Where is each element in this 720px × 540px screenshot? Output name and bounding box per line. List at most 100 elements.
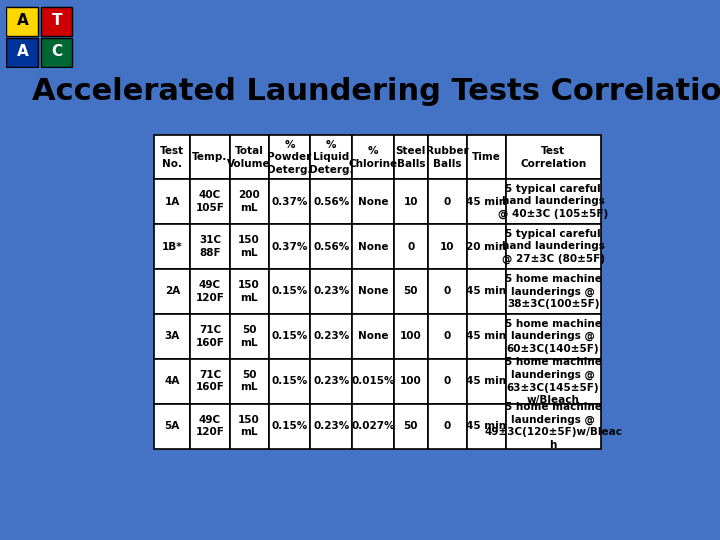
Text: Steel
Balls: Steel Balls (396, 146, 426, 168)
Bar (394, 404, 428, 449)
Text: 45 min: 45 min (466, 332, 506, 341)
Text: 100: 100 (400, 332, 422, 341)
Text: 71C
160F: 71C 160F (196, 325, 225, 348)
Bar (394, 269, 428, 314)
Text: A: A (17, 14, 29, 29)
Bar (269, 404, 310, 449)
Text: 31C
88F: 31C 88F (199, 235, 221, 258)
Bar (505, 269, 600, 314)
Bar (394, 179, 428, 224)
Bar (394, 224, 428, 269)
Text: 1A: 1A (165, 197, 180, 207)
Bar (269, 136, 310, 179)
Text: %
Liquid
Deterg.: % Liquid Deterg. (309, 140, 354, 175)
Bar (310, 136, 352, 179)
Bar (6, 7, 38, 36)
Text: 0.15%: 0.15% (271, 421, 307, 431)
Text: Temp.: Temp. (192, 152, 228, 163)
Bar (428, 404, 467, 449)
Bar (154, 179, 190, 224)
Text: 0.15%: 0.15% (271, 286, 307, 296)
Text: 50
mL: 50 mL (240, 370, 258, 393)
Text: 10: 10 (440, 241, 454, 252)
Text: Test
No.: Test No. (161, 146, 184, 168)
Bar (310, 179, 352, 224)
Text: 0.56%: 0.56% (313, 241, 349, 252)
Text: 50: 50 (404, 421, 418, 431)
Text: Accelerated Laundering Tests Correlations: Accelerated Laundering Tests Correlation… (32, 77, 720, 106)
Bar (40, 7, 72, 36)
Bar (467, 359, 505, 404)
Bar (190, 359, 230, 404)
Bar (428, 179, 467, 224)
Bar (394, 359, 428, 404)
Bar (190, 224, 230, 269)
Bar (40, 38, 72, 67)
Bar (190, 179, 230, 224)
Bar (154, 404, 190, 449)
Text: 0: 0 (408, 241, 415, 252)
Text: 0.23%: 0.23% (313, 376, 349, 386)
Text: 0: 0 (444, 421, 451, 431)
Text: C: C (52, 44, 63, 59)
Text: 10: 10 (404, 197, 418, 207)
Text: 0.23%: 0.23% (313, 421, 349, 431)
Bar (310, 404, 352, 449)
Text: 2A: 2A (165, 286, 180, 296)
Bar (428, 314, 467, 359)
Text: 5 home machine
launderings @
60±3C(140±5F): 5 home machine launderings @ 60±3C(140±5… (505, 319, 602, 354)
Bar (428, 224, 467, 269)
Bar (352, 314, 394, 359)
Text: 3A: 3A (165, 332, 180, 341)
Bar (352, 224, 394, 269)
Bar (6, 38, 38, 67)
Bar (190, 136, 230, 179)
Text: Total
Volume: Total Volume (228, 146, 271, 168)
Text: T: T (52, 14, 63, 29)
Bar (269, 314, 310, 359)
Bar (352, 269, 394, 314)
Bar (154, 136, 190, 179)
Text: None: None (358, 286, 388, 296)
Text: 40C
105F: 40C 105F (196, 191, 225, 213)
Text: 0.23%: 0.23% (313, 332, 349, 341)
Text: %
Powder
Deterg.: % Powder Deterg. (267, 140, 312, 175)
Text: 0.37%: 0.37% (271, 197, 307, 207)
Bar (154, 314, 190, 359)
Bar (190, 314, 230, 359)
Bar (230, 224, 269, 269)
Bar (505, 179, 600, 224)
Text: 100: 100 (400, 376, 422, 386)
Text: 45 min: 45 min (466, 197, 506, 207)
Bar (230, 269, 269, 314)
Bar (467, 224, 505, 269)
Bar (428, 136, 467, 179)
Text: 4A: 4A (165, 376, 180, 386)
Bar (428, 359, 467, 404)
Text: 0: 0 (444, 197, 451, 207)
Bar (230, 359, 269, 404)
Text: A: A (17, 44, 29, 59)
Bar (352, 404, 394, 449)
Text: 0.23%: 0.23% (313, 286, 349, 296)
Bar (352, 359, 394, 404)
Bar (352, 136, 394, 179)
Text: 5 home machine
launderings @
49±3C(120±5F)w/Bleac
h: 5 home machine launderings @ 49±3C(120±5… (484, 402, 622, 450)
Bar (310, 314, 352, 359)
Bar (154, 359, 190, 404)
Text: 0: 0 (444, 286, 451, 296)
Bar (467, 404, 505, 449)
Text: 0: 0 (444, 332, 451, 341)
Text: 0: 0 (444, 376, 451, 386)
Bar (467, 179, 505, 224)
Bar (505, 224, 600, 269)
Text: 49C
120F: 49C 120F (196, 415, 225, 437)
Text: 5A: 5A (165, 421, 180, 431)
Text: 5 home machine
launderings @
38±3C(100±5F): 5 home machine launderings @ 38±3C(100±5… (505, 274, 602, 309)
Bar (269, 359, 310, 404)
Text: None: None (358, 332, 388, 341)
Text: 50: 50 (404, 286, 418, 296)
Bar (505, 404, 600, 449)
Text: Rubber
Balls: Rubber Balls (426, 146, 469, 168)
Text: 150
mL: 150 mL (238, 235, 260, 258)
